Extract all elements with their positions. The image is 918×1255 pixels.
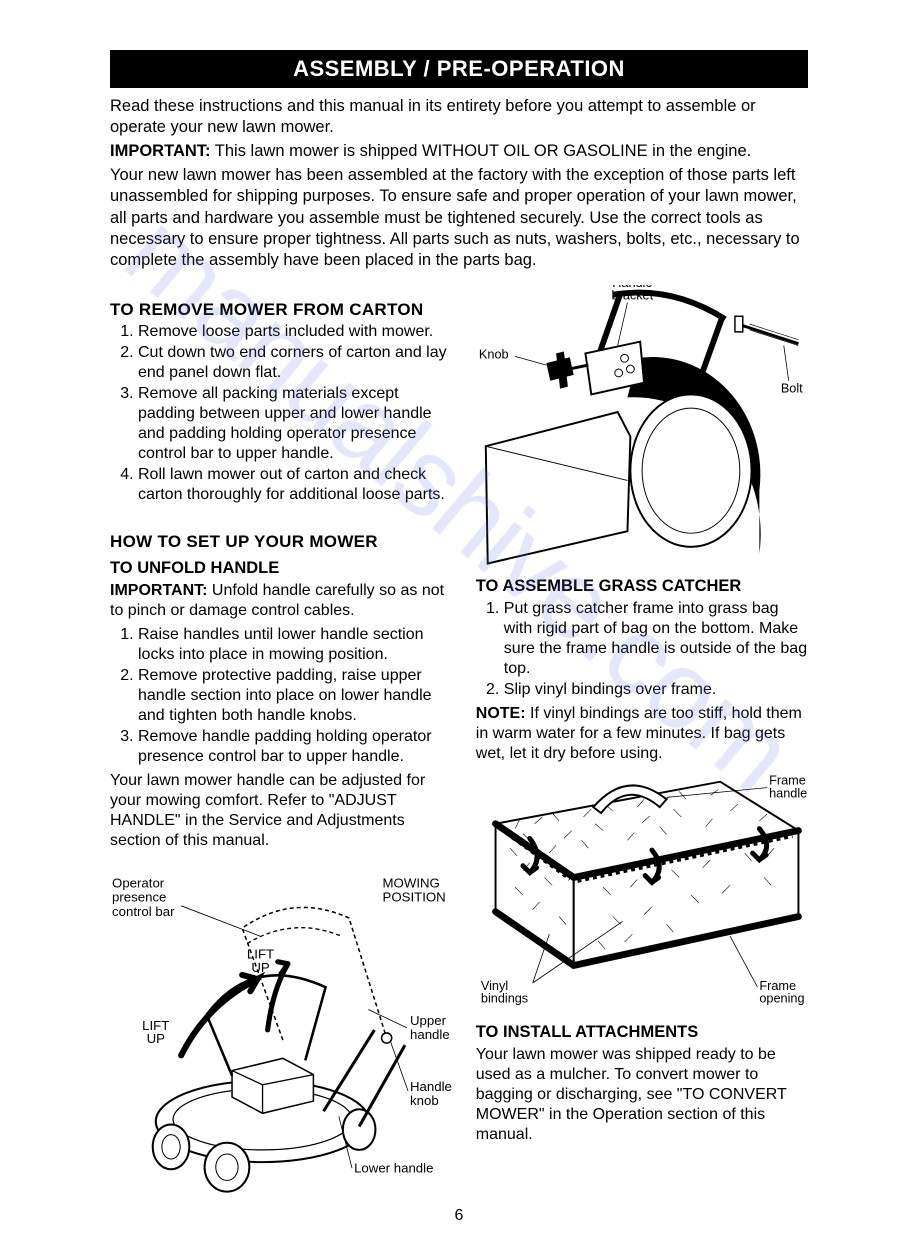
- intro-p2-rest: This lawn mower is shipped WITHOUT OIL O…: [211, 142, 752, 160]
- right-column: Handlebracket Knob Bolt TO ASSEMBLE GRAS…: [476, 285, 808, 1199]
- grass-note: NOTE: If vinyl bindings are too stiff, h…: [476, 704, 808, 764]
- section-banner: ASSEMBLY / PRE-OPERATION: [110, 50, 808, 88]
- intro-p2: IMPORTANT: This lawn mower is shipped WI…: [110, 141, 808, 162]
- intro-p3: Your new lawn mower has been assembled a…: [110, 165, 808, 271]
- heading-unfold: TO UNFOLD HANDLE: [110, 558, 456, 579]
- unfold-list: Raise handles until lower handle section…: [110, 625, 456, 767]
- two-column-layout: TO REMOVE MOWER FROM CARTON Remove loose…: [110, 285, 808, 1199]
- list-item: Remove all packing materials except padd…: [138, 384, 456, 464]
- unfold-after-para: Your lawn mower handle can be adjusted f…: [110, 771, 456, 851]
- page-number: 6: [110, 1207, 808, 1225]
- grass-note-rest: If vinyl bindings are too stiff, hold th…: [476, 705, 802, 762]
- grass-note-label: NOTE:: [476, 705, 526, 722]
- remove-carton-list: Remove loose parts included with mower. …: [110, 322, 456, 505]
- intro-important-label: IMPORTANT:: [110, 142, 211, 160]
- manual-page: ASSEMBLY / PRE-OPERATION Read these inst…: [0, 0, 918, 1255]
- figure-mower-unfold: Operatorpresencecontrol bar MOWINGPOSITI…: [110, 857, 456, 1193]
- svg-text:Framehandle: Framehandle: [769, 774, 807, 801]
- svg-text:Lower handle: Lower handle: [354, 1160, 433, 1175]
- svg-text:Handlebracket: Handlebracket: [611, 285, 653, 303]
- list-item: Remove handle padding holding operator p…: [138, 727, 456, 767]
- list-item: Roll lawn mower out of carton and check …: [138, 465, 456, 505]
- svg-text:LIFTUP: LIFTUP: [142, 1018, 169, 1046]
- list-item: Slip vinyl bindings over frame.: [504, 680, 808, 700]
- svg-text:Frameopening: Frameopening: [759, 979, 804, 1006]
- list-item: Cut down two end corners of carton and l…: [138, 343, 456, 383]
- unfold-important-label: IMPORTANT:: [110, 582, 207, 599]
- svg-text:Upperhandle: Upperhandle: [410, 1013, 450, 1042]
- list-item: Remove protective padding, raise upper h…: [138, 666, 456, 726]
- list-item: Raise handles until lower handle section…: [138, 625, 456, 665]
- svg-text:Bolt: Bolt: [781, 381, 803, 395]
- unfold-important: IMPORTANT: Unfold handle carefully so as…: [110, 581, 456, 621]
- heading-grass-catcher: TO ASSEMBLE GRASS CATCHER: [476, 576, 808, 597]
- svg-text:Knob: Knob: [479, 347, 509, 361]
- figure-handle-bracket: Handlebracket Knob Bolt: [476, 285, 808, 568]
- figure-grass-catcher: Framehandle Vinylbindings Frameopening: [476, 770, 808, 1014]
- svg-text:Handleknob: Handleknob: [410, 1079, 452, 1108]
- left-column: TO REMOVE MOWER FROM CARTON Remove loose…: [110, 285, 456, 1199]
- list-item: Put grass catcher frame into grass bag w…: [504, 599, 808, 679]
- svg-text:MOWINGPOSITION: MOWINGPOSITION: [383, 876, 446, 905]
- list-item: Remove loose parts included with mower.: [138, 322, 456, 342]
- svg-text:Vinylbindings: Vinylbindings: [481, 979, 528, 1006]
- install-para: Your lawn mower was shipped ready to be …: [476, 1045, 808, 1145]
- svg-text:LIFTUP: LIFTUP: [247, 947, 274, 975]
- intro-p1: Read these instructions and this manual …: [110, 96, 808, 138]
- grass-catcher-list: Put grass catcher frame into grass bag w…: [476, 599, 808, 700]
- heading-remove-carton: TO REMOVE MOWER FROM CARTON: [110, 299, 456, 320]
- intro-block: Read these instructions and this manual …: [110, 96, 808, 271]
- heading-setup: HOW TO SET UP YOUR MOWER: [110, 531, 456, 552]
- heading-install-attachments: TO INSTALL ATTACHMENTS: [476, 1022, 808, 1043]
- svg-text:Operatorpresencecontrol bar: Operatorpresencecontrol bar: [112, 876, 175, 919]
